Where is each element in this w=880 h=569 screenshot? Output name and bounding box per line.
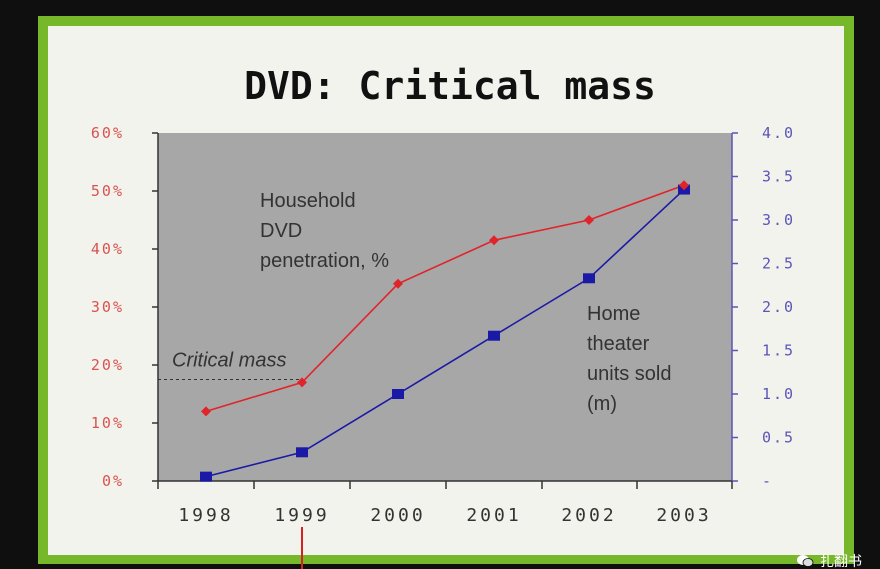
right-axis-tick-label: 1.0 <box>762 385 795 403</box>
right-axis-tick-label: 0.5 <box>762 429 795 447</box>
left-axis-tick-label: 30% <box>91 298 124 316</box>
series-label-home-theater: Home <box>587 303 640 325</box>
x-axis-tick-label: 1999 <box>274 505 329 526</box>
left-axis-tick-label: 20% <box>91 356 124 374</box>
series-point-home-theater <box>392 389 404 399</box>
x-axis-tick-label: 2002 <box>561 505 616 526</box>
series-label-dvd-penetration: Household <box>260 190 356 212</box>
series-point-dvd-penetration <box>297 377 307 388</box>
series-label-dvd-penetration: DVD <box>260 220 302 242</box>
series-point-home-theater <box>296 447 308 458</box>
series-point-dvd-penetration <box>489 235 499 246</box>
x-axis-tick-label: 1998 <box>178 505 233 526</box>
wechat-icon <box>797 555 814 567</box>
series-point-dvd-penetration <box>679 180 689 191</box>
series-label-home-theater: (m) <box>587 393 617 415</box>
series-point-dvd-penetration <box>584 215 594 225</box>
right-axis-tick-label: 3.0 <box>762 211 795 229</box>
x-axis-tick-label: 2001 <box>466 505 521 526</box>
right-axis-tick-label: 2.0 <box>762 298 795 316</box>
right-axis-tick-label: 2.5 <box>762 255 795 273</box>
series-point-home-theater <box>583 273 595 284</box>
series-label-home-theater: units sold <box>587 363 672 385</box>
plot-area <box>158 133 732 481</box>
slide-title: DVD: Critical mass <box>244 64 656 108</box>
series-label-dvd-penetration: penetration, % <box>260 250 389 272</box>
right-axis-tick-label: 1.5 <box>762 342 795 360</box>
left-axis-tick-label: 40% <box>91 240 124 258</box>
right-axis-tick-label: - <box>762 472 773 490</box>
left-axis-tick-label: 10% <box>91 414 124 432</box>
series-point-home-theater <box>488 330 500 341</box>
right-axis-tick-label: 4.0 <box>762 124 795 142</box>
watermark: 扎翻书 <box>796 553 862 569</box>
series-point-home-theater <box>200 471 212 482</box>
series-line-dvd-penetration <box>205 184 685 413</box>
series-label-home-theater: theater <box>587 333 650 355</box>
series-line-home-theater <box>205 188 685 478</box>
x-axis-tick-label: 2000 <box>370 505 425 526</box>
right-axis-tick-label: 3.5 <box>762 168 795 186</box>
critical-mass-label: Critical mass <box>172 350 286 372</box>
watermark-text: 扎翻书 <box>820 554 862 569</box>
left-axis-tick-label: 50% <box>91 182 124 200</box>
left-axis-tick-label: 0% <box>102 472 124 490</box>
left-axis-tick-label: 60% <box>91 124 124 142</box>
x-axis-tick-label: 2003 <box>656 505 711 526</box>
series-point-dvd-penetration <box>393 278 403 289</box>
series-point-dvd-penetration <box>201 406 211 417</box>
